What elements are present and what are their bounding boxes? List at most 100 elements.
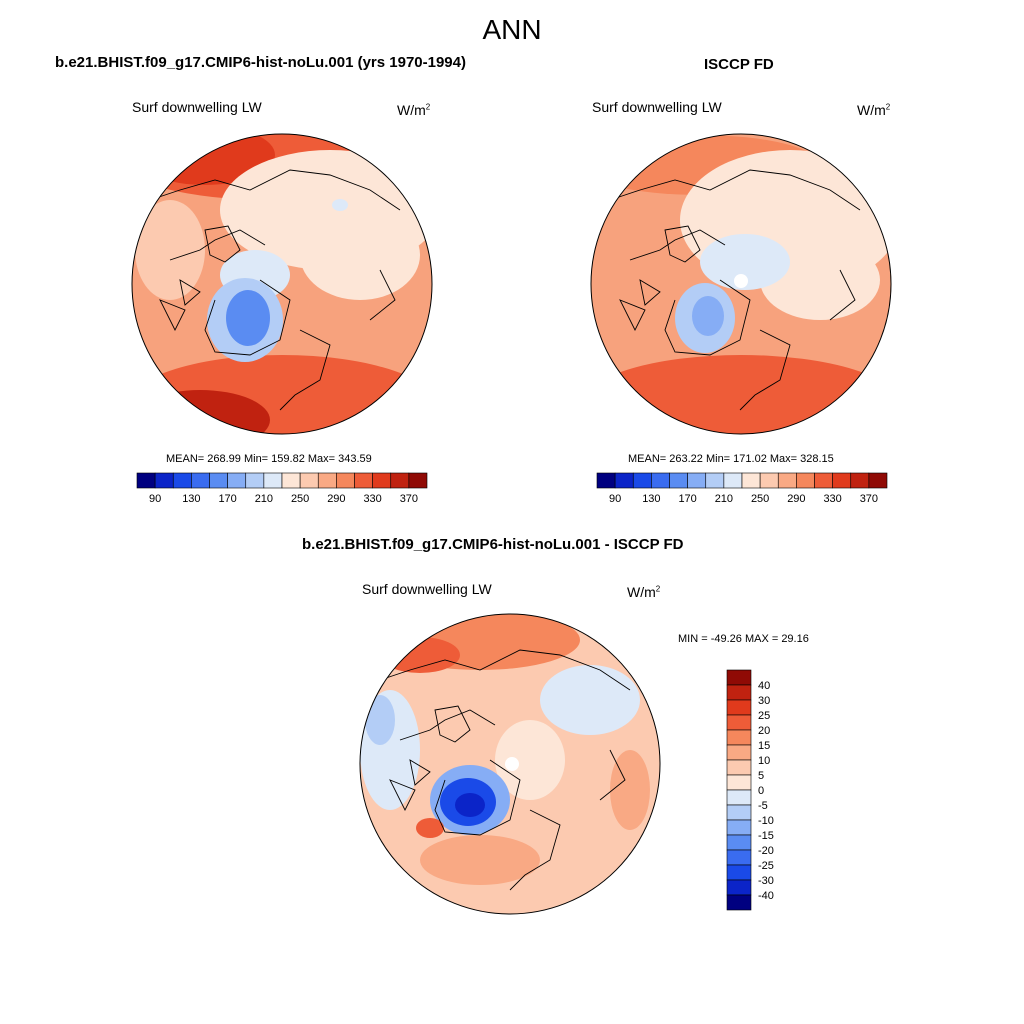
colorbar-swatch [354,472,373,489]
colorbar-swatch [408,472,428,489]
panel3-units: W/m2 [627,584,661,600]
colorbar-swatch [705,472,725,489]
colorbar-swatch [726,774,752,791]
colorbar-swatch [726,684,752,701]
figure-title: ANN [482,14,542,45]
panel2-units: W/m2 [857,102,891,118]
colorbar-swatch [814,472,833,489]
colorbar-swatch [726,894,752,911]
colorbar-tick-label: 130 [642,493,660,505]
panel1-variable: Surf downwelling LW [132,99,262,115]
colorbar-tick-label: 370 [860,493,878,505]
colorbar-tick-label: 210 [255,493,273,505]
colorbar-swatch [796,472,815,489]
colorbar-tick-label: 330 [363,493,381,505]
colorbar-panel1: 90 130 170 210 250 290 330 370 [136,472,428,505]
panel1-stats: MEAN= 268.99 Min= 159.82 Max= 343.59 [166,453,372,465]
colorbar-swatch [726,804,752,821]
colorbar-tick-label: -5 [758,800,768,812]
colorbar-tick-label: -20 [758,845,774,857]
colorbar-tick-label: 90 [609,493,621,505]
colorbar-swatch [154,472,174,489]
colorbar-tick-label: 40 [758,680,770,692]
colorbar-swatch [317,472,337,489]
colorbar-swatch [632,472,652,489]
colorbar-swatch [172,472,192,489]
colorbar-swatch [390,472,410,489]
map-panel3 [360,614,660,914]
colorbar-tick-label: 290 [327,493,345,505]
colorbar-tick-label: 210 [715,493,733,505]
colorbar-swatch [726,879,752,896]
colorbar-swatch [726,669,752,686]
map-panel3-border [359,613,661,915]
colorbar-swatch [227,472,247,489]
panel3-variable: Surf downwelling LW [362,581,492,597]
colorbar-swatch [281,472,301,489]
colorbar-swatch [726,819,752,836]
colorbar-swatch [651,472,670,489]
colorbar-tick-label: -15 [758,830,774,842]
colorbar-tick-label: 10 [758,755,770,767]
colorbar-swatch [263,472,283,489]
colorbar-tick-label: 30 [758,695,770,707]
colorbar-swatch [777,472,797,489]
colorbar-tick-label: 170 [678,493,696,505]
colorbar-tick-label: 20 [758,725,770,737]
colorbar-swatch [191,472,210,489]
colorbar-swatch [669,472,688,489]
colorbar-tick-label: 250 [291,493,309,505]
colorbar-swatch [726,789,752,806]
map-panel2-border [590,133,892,435]
colorbar-swatch [726,729,752,746]
colorbar-swatch [850,472,870,489]
colorbar-swatch [299,472,319,489]
colorbar-tick-label: 0 [758,785,764,797]
colorbar-swatch [245,472,265,489]
colorbar-tick-label: 25 [758,710,770,722]
colorbar-tick-label: 15 [758,740,770,752]
colorbar-tick-label: 130 [182,493,200,505]
panel3-title: b.e21.BHIST.f09_g17.CMIP6-hist-noLu.001 … [302,536,684,553]
colorbar-tick-label: 90 [149,493,161,505]
colorbar-swatch [726,714,752,731]
colorbar-tick-label: 370 [400,493,418,505]
colorbar-tick-label: -30 [758,875,774,887]
colorbar-swatch [726,699,752,716]
colorbar-swatch [759,472,779,489]
colorbar-panel3: 40 30 25 20 15 10 5 0 -5 -10 -15 -20 -25 -30 -40 [726,669,774,911]
colorbar-swatch [726,759,752,776]
colorbar-tick-label: -10 [758,815,774,827]
colorbar-swatch [741,472,761,489]
colorbar-swatch [726,834,752,851]
colorbar-swatch [336,472,355,489]
map-panel1 [132,134,432,434]
panel2-title: ISCCP FD [704,56,774,73]
map-panel2 [591,134,891,434]
colorbar-swatch [832,472,852,489]
colorbar-tick-label: -40 [758,890,774,902]
colorbar-swatch [726,744,752,761]
colorbar-swatch [726,864,752,881]
colorbar-tick-label: 290 [787,493,805,505]
panel2-stats: MEAN= 263.22 Min= 171.02 Max= 328.15 [628,453,834,465]
colorbar-swatch [136,472,156,489]
colorbar-swatch [723,472,743,489]
colorbar-swatch [726,849,752,866]
colorbar-tick-label: 330 [823,493,841,505]
colorbar-tick-label: -25 [758,860,774,872]
colorbar-tick-label: 170 [218,493,236,505]
panel3-stats: MIN = -49.26 MAX = 29.16 [678,633,809,645]
colorbar-swatch [868,472,888,489]
colorbar-tick-label: 5 [758,770,764,782]
panel2-variable: Surf downwelling LW [592,99,722,115]
panel1-title: b.e21.BHIST.f09_g17.CMIP6-hist-noLu.001 … [55,54,466,71]
colorbar-swatch [687,472,707,489]
colorbar-panel2: 90 130 170 210 250 290 330 370 [596,472,888,505]
panel1-units: W/m2 [397,102,431,118]
colorbar-swatch [614,472,634,489]
colorbar-swatch [372,472,392,489]
colorbar-swatch [596,472,616,489]
colorbar-swatch [209,472,228,489]
